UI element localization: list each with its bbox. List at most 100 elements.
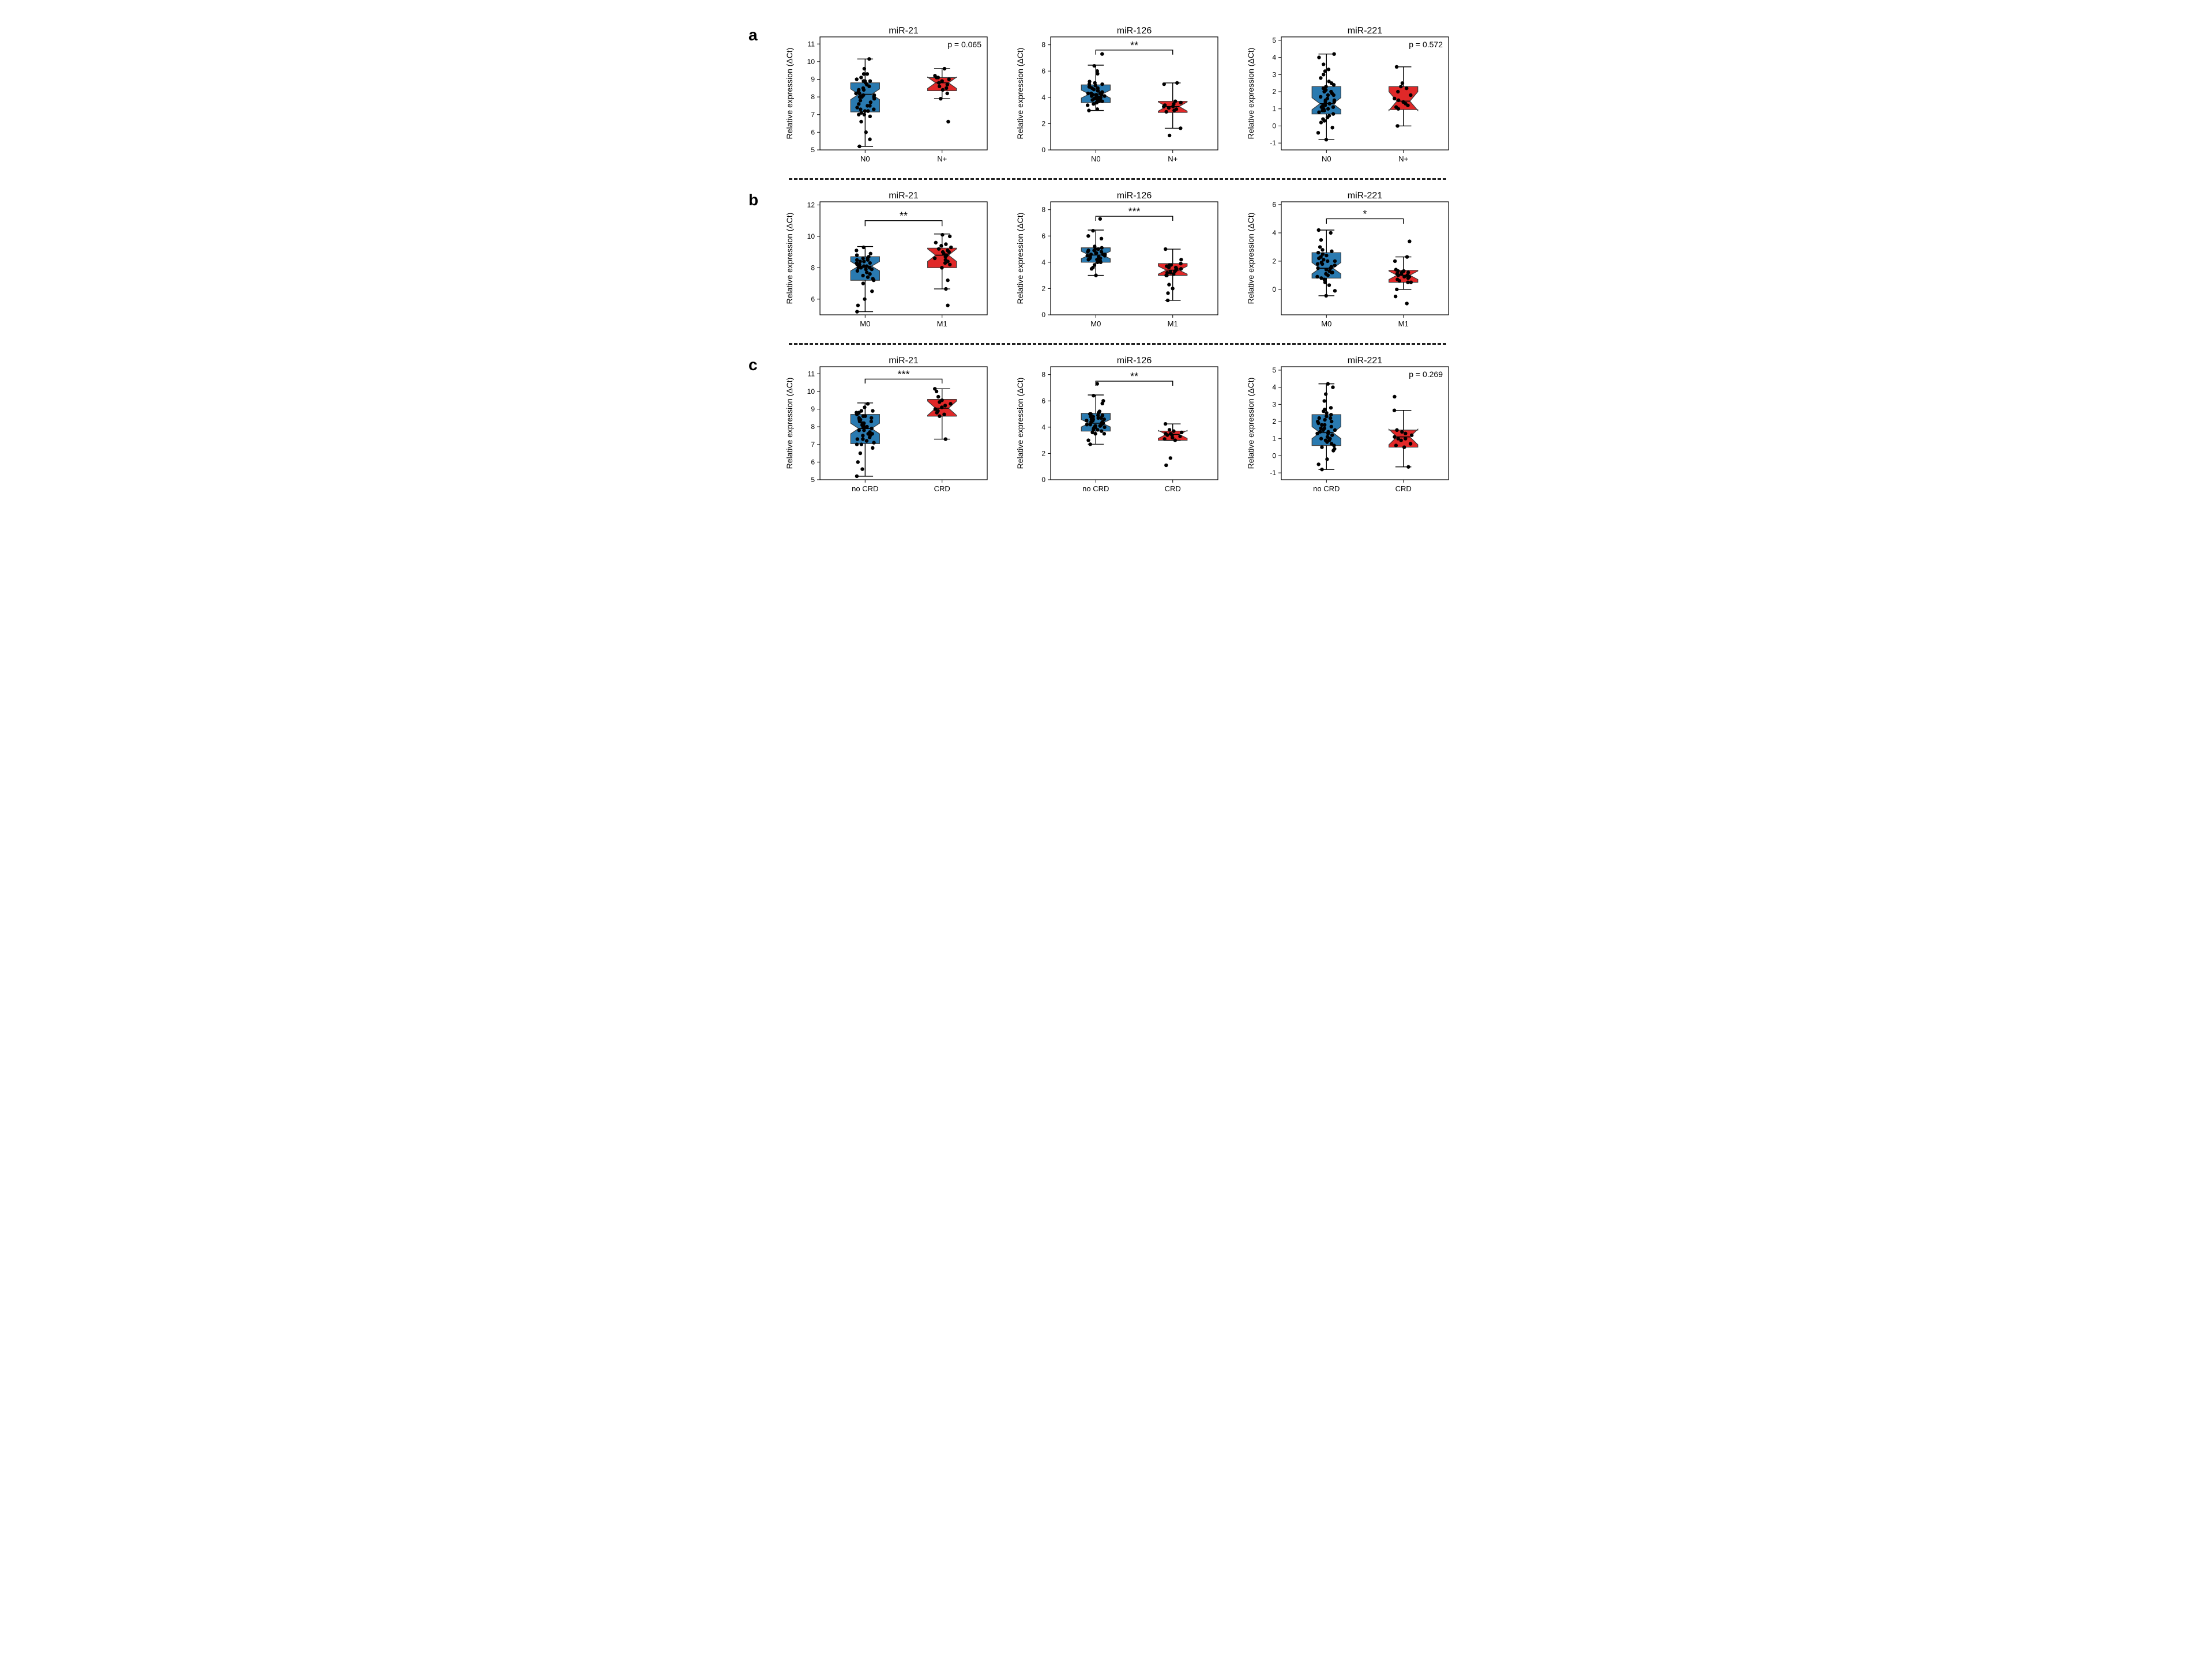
data-point xyxy=(946,120,950,123)
svg-text:4: 4 xyxy=(1272,54,1276,62)
data-point xyxy=(1329,413,1333,416)
svg-text:5: 5 xyxy=(1272,36,1276,44)
data-point xyxy=(870,416,873,420)
data-point xyxy=(933,257,936,260)
data-point xyxy=(1085,254,1089,257)
data-point xyxy=(1319,437,1323,441)
xtick-label: no CRD xyxy=(852,484,878,493)
row-label: a xyxy=(748,23,766,44)
ylabel: Relative expression (ΔCt) xyxy=(785,213,794,304)
data-point xyxy=(855,77,859,81)
data-point xyxy=(940,405,943,409)
rows-container: amiR-21567891011N0N+Relative expression … xyxy=(748,23,1464,501)
data-point xyxy=(1090,417,1093,421)
data-point xyxy=(1100,99,1104,103)
data-point xyxy=(1093,84,1097,87)
data-point xyxy=(1319,427,1323,430)
xtick-label: M0 xyxy=(1090,319,1101,328)
data-point xyxy=(1097,411,1100,415)
data-point xyxy=(1316,462,1320,466)
data-point xyxy=(1171,287,1174,290)
data-point xyxy=(1092,394,1095,397)
row-divider xyxy=(789,178,1446,180)
xtick-label: M0 xyxy=(1321,319,1331,328)
data-point xyxy=(1325,138,1328,141)
data-point xyxy=(1397,99,1400,102)
data-point xyxy=(1401,81,1404,85)
data-point xyxy=(858,259,862,263)
data-point xyxy=(1402,445,1406,449)
data-point xyxy=(860,467,864,471)
data-point xyxy=(947,77,950,81)
xtick-label: N0 xyxy=(1091,155,1101,163)
data-point xyxy=(1094,273,1097,277)
data-point xyxy=(1164,464,1168,467)
data-point xyxy=(1095,258,1099,261)
svg-text:2: 2 xyxy=(1041,449,1045,457)
ylabel: Relative expression (ΔCt) xyxy=(785,48,794,140)
ylabel: Relative expression (ΔCt) xyxy=(1015,48,1025,140)
data-point xyxy=(865,425,868,428)
data-point xyxy=(1396,90,1400,93)
data-point xyxy=(1331,106,1335,109)
data-point xyxy=(1324,392,1327,396)
data-point xyxy=(1395,278,1399,281)
data-point xyxy=(1394,295,1397,298)
svg-text:0: 0 xyxy=(1041,476,1045,484)
svg-text:3: 3 xyxy=(1272,70,1276,78)
data-point xyxy=(867,57,871,61)
data-point xyxy=(946,82,949,86)
data-point xyxy=(942,412,946,416)
data-point xyxy=(861,274,864,277)
data-point xyxy=(1321,248,1324,251)
row-c: cmiR-21567891011no CRDCRDRelative expres… xyxy=(748,353,1464,501)
data-point xyxy=(1333,447,1336,450)
xtick-label: N+ xyxy=(937,155,947,163)
panel-title: miR-21 xyxy=(889,26,919,36)
svg-text:7: 7 xyxy=(811,111,815,119)
data-point xyxy=(1163,437,1166,441)
data-point xyxy=(1404,437,1407,441)
pvalue-annotation: p = 0.572 xyxy=(1409,40,1443,49)
data-point xyxy=(1406,104,1409,107)
data-point xyxy=(1316,266,1319,270)
data-point xyxy=(1088,85,1091,88)
data-point xyxy=(1331,112,1335,115)
svg-text:4: 4 xyxy=(1272,229,1276,237)
data-point xyxy=(1319,238,1323,242)
data-point xyxy=(1327,283,1331,287)
data-point xyxy=(861,437,864,441)
svg-text:2: 2 xyxy=(1272,257,1276,265)
data-point xyxy=(1322,399,1326,402)
data-point xyxy=(1085,419,1088,422)
data-point xyxy=(1330,270,1334,274)
data-point xyxy=(1320,423,1323,427)
svg-text:11: 11 xyxy=(808,40,815,48)
data-point xyxy=(1327,438,1331,442)
data-point xyxy=(1333,428,1337,432)
row-divider xyxy=(789,343,1446,345)
data-point xyxy=(868,252,872,255)
data-point xyxy=(1330,434,1334,437)
data-point xyxy=(1100,246,1104,250)
data-point xyxy=(1165,433,1169,436)
data-point xyxy=(948,263,951,266)
svg-text:8: 8 xyxy=(1041,371,1045,379)
svg-text:4: 4 xyxy=(1041,258,1045,266)
data-point xyxy=(1401,100,1405,104)
data-point xyxy=(1087,108,1090,112)
data-point xyxy=(1095,101,1099,104)
svg-text:5: 5 xyxy=(811,476,815,484)
data-point xyxy=(1395,288,1398,291)
data-point xyxy=(1086,103,1089,107)
data-point xyxy=(1327,114,1331,117)
data-point xyxy=(1323,408,1326,411)
data-point xyxy=(1399,85,1402,88)
panel-miR-221: miR-221-1012345N0N+Relative expression (… xyxy=(1244,23,1458,168)
data-point xyxy=(855,475,859,478)
data-point xyxy=(1330,425,1333,428)
svg-text:7: 7 xyxy=(811,441,815,449)
data-point xyxy=(944,287,947,291)
data-point xyxy=(1327,67,1330,71)
data-point xyxy=(1332,52,1336,55)
